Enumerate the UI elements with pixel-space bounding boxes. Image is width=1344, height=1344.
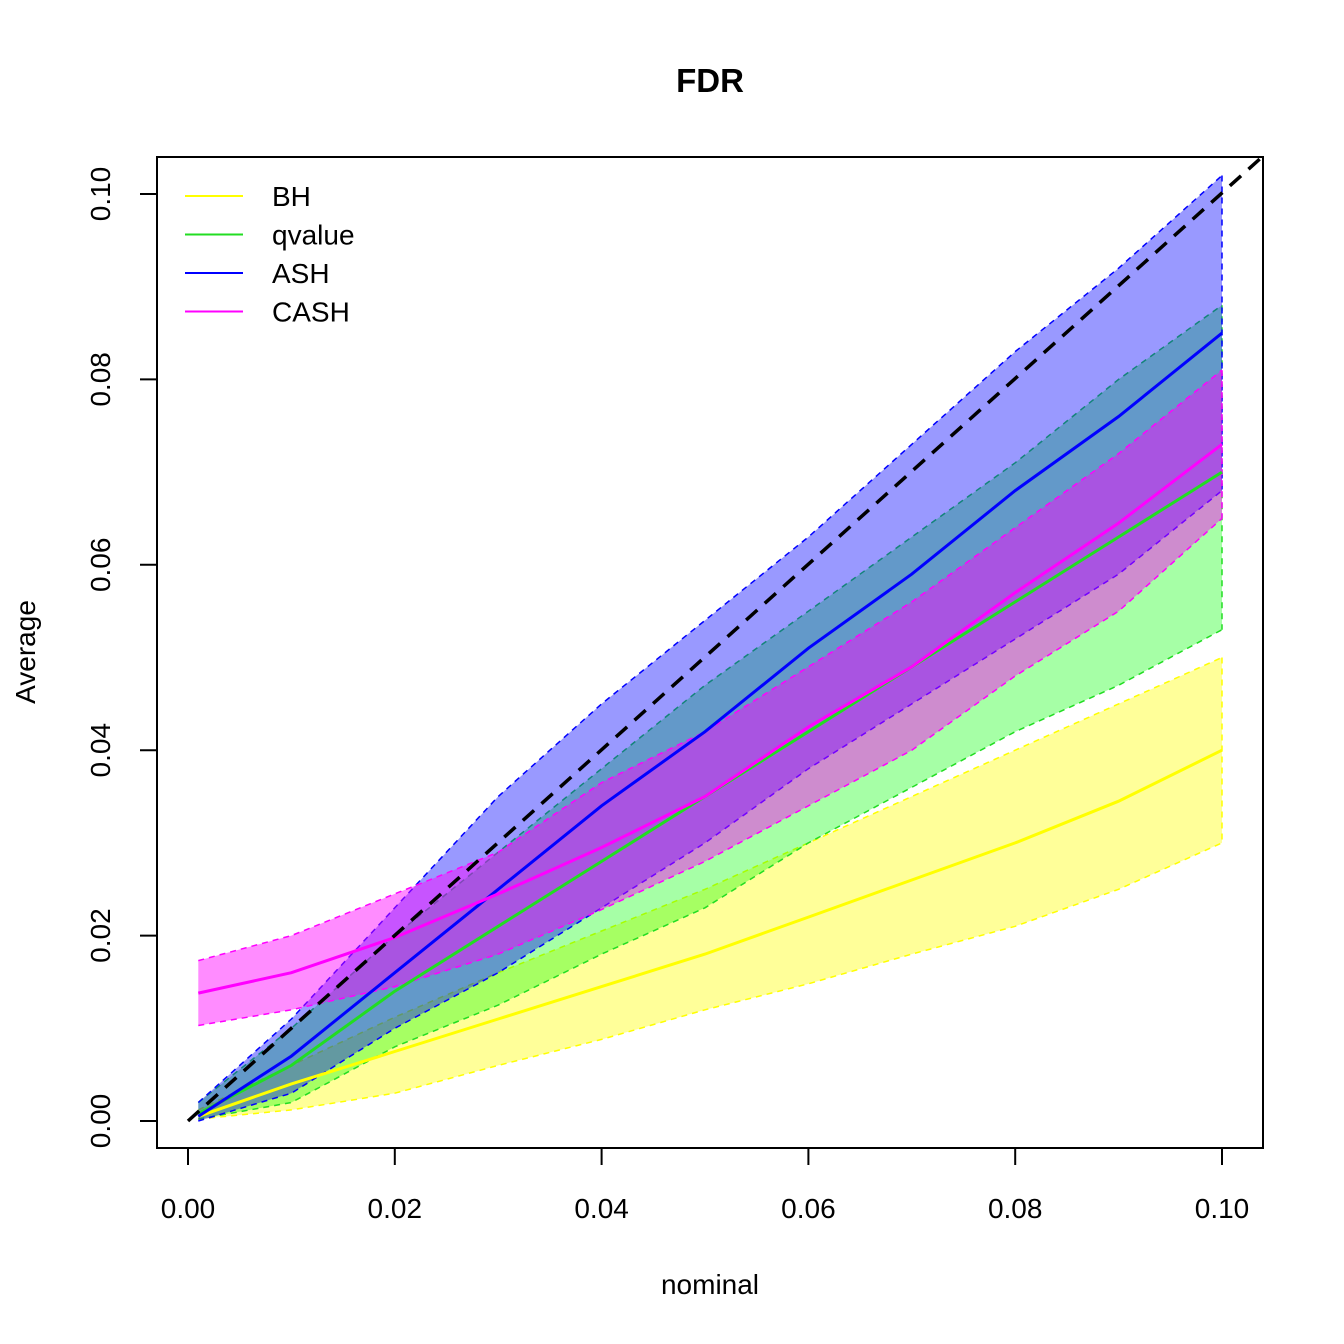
confidence-bands (197, 174, 1223, 1122)
bh-lower-bound (198, 842, 1223, 1120)
x-tick-label: 0.10 (1195, 1193, 1250, 1224)
legend-label-ash: ASH (272, 258, 330, 289)
y-tick-label: 0.08 (85, 352, 116, 407)
qvalue-band (198, 305, 1223, 1120)
ash-mean-line (197, 331, 1223, 1118)
legend-label-cash: CASH (272, 297, 350, 328)
bh-mean-line (197, 748, 1223, 1118)
x-tick-label: 0.02 (368, 1193, 423, 1224)
y-axis-label: Average (10, 600, 41, 704)
y-tick-label: 0.06 (85, 538, 116, 593)
reference-line (186, 155, 1264, 1123)
y-axis: 0.00 0.02 0.04 0.06 0.08 0.10 (85, 167, 158, 1149)
ash-upper-bound (197, 174, 1223, 1104)
bh-upper-bound (197, 656, 1223, 1111)
x-tick-label: 0.06 (781, 1193, 836, 1224)
x-axis-label: nominal (661, 1269, 759, 1300)
legend: BH qvalue ASH CASH (185, 181, 355, 328)
legend-label-qvalue: qvalue (272, 220, 355, 251)
x-tick-label: 0.04 (574, 1193, 629, 1224)
legend-label-bh: BH (272, 181, 311, 212)
x-tick-label: 0.00 (161, 1193, 216, 1224)
cash-lower-bound (198, 517, 1223, 1027)
qvalue-lower-bound (198, 629, 1223, 1120)
cash-mean-line (197, 443, 1223, 995)
ash-band (198, 175, 1223, 1121)
x-axis: 0.00 0.02 0.04 0.06 0.08 0.10 (161, 1147, 1250, 1224)
ash-lower-bound (198, 490, 1223, 1122)
y-tick-label: 0.00 (85, 1094, 116, 1149)
cash-upper-bound (198, 369, 1223, 962)
cash-band (198, 370, 1223, 1026)
x-tick-label: 0.08 (988, 1193, 1043, 1224)
chart-title: FDR (676, 62, 744, 99)
reference-line-group (186, 155, 1264, 1123)
y-tick-label: 0.10 (85, 167, 116, 222)
y-tick-label: 0.04 (85, 723, 116, 778)
series-lines (197, 331, 1223, 1118)
y-tick-label: 0.02 (85, 908, 116, 963)
